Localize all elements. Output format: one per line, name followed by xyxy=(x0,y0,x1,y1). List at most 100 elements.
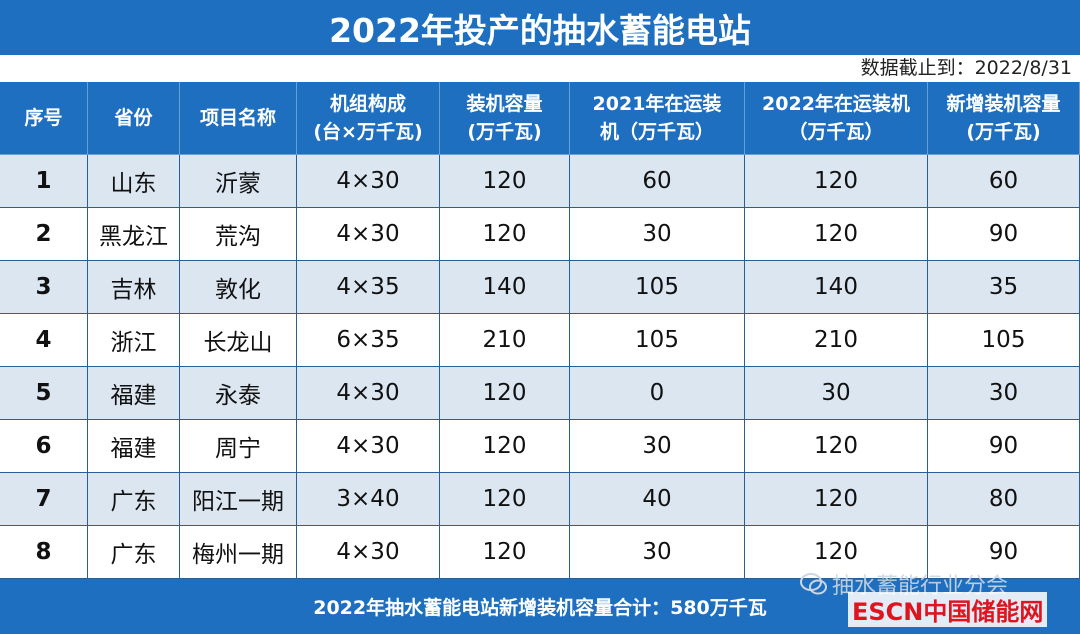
table-cell: 40 xyxy=(570,473,745,526)
header-text: 项目名称 xyxy=(199,107,276,129)
table-cell: 4×30 xyxy=(297,367,440,420)
table-cell: 120 xyxy=(745,155,928,208)
header-cell: 序号 xyxy=(0,82,88,155)
table-cell: 4 xyxy=(0,314,88,367)
header-cell: 2022年在运装机 （万千瓦） xyxy=(745,82,928,155)
table-cell: 4×35 xyxy=(297,261,440,314)
header-cell: 机组构成 (台×万千瓦) xyxy=(297,82,440,155)
table-cell: 永泰 xyxy=(180,367,297,420)
table-cell: 80 xyxy=(928,473,1080,526)
header-text: (万千瓦) xyxy=(467,121,542,143)
header-text: 省份 xyxy=(114,107,153,129)
table-cell: 4×30 xyxy=(297,208,440,261)
table-cell: 120 xyxy=(440,208,570,261)
table-cell: 210 xyxy=(440,314,570,367)
header-text: 新增装机容量 xyxy=(946,93,1061,115)
table-cell: 吉林 xyxy=(88,261,180,314)
watermark-logo: ESCN中国储能网 xyxy=(848,592,1048,627)
table-cell: 30 xyxy=(570,526,745,579)
table-cell: 90 xyxy=(928,208,1080,261)
header-text: 机（万千瓦） xyxy=(599,121,714,143)
row-bg xyxy=(0,314,1080,367)
header-cell: 2021年在运装 机（万千瓦） xyxy=(570,82,745,155)
header-text: （万千瓦） xyxy=(788,121,884,143)
table-cell: 广东 xyxy=(88,473,180,526)
table-cell: 30 xyxy=(928,367,1080,420)
table-cell: 周宁 xyxy=(180,420,297,473)
table-cell: 35 xyxy=(928,261,1080,314)
table-cell: 广东 xyxy=(88,526,180,579)
table-cell: 3×40 xyxy=(297,473,440,526)
table-cell: 8 xyxy=(0,526,88,579)
table-cell: 3 xyxy=(0,261,88,314)
table-cell: 105 xyxy=(570,314,745,367)
table-cell: 90 xyxy=(928,420,1080,473)
row-bg xyxy=(0,261,1080,314)
table-cell: 120 xyxy=(745,526,928,579)
title: 2022年投产的抽水蓄能电站 xyxy=(0,0,1080,55)
table-cell: 60 xyxy=(570,155,745,208)
table-cell: 30 xyxy=(570,208,745,261)
table-cell: 30 xyxy=(570,420,745,473)
date-note: 数据截止到：2022/8/31 xyxy=(860,57,1072,79)
table-cell: 0 xyxy=(570,367,745,420)
table-cell: 120 xyxy=(745,208,928,261)
table-cell: 福建 xyxy=(88,420,180,473)
row-bg xyxy=(0,367,1080,420)
table-cell: 6×35 xyxy=(297,314,440,367)
table-cell: 140 xyxy=(745,261,928,314)
row-bg xyxy=(0,420,1080,473)
header-text: (万千瓦) xyxy=(966,121,1041,143)
header-text: 2021年在运装 xyxy=(592,93,722,115)
header-cell: 省份 xyxy=(88,82,180,155)
row-bg xyxy=(0,208,1080,261)
header-bar xyxy=(0,82,1080,155)
table-cell: 4×30 xyxy=(297,420,440,473)
table-cell: 60 xyxy=(928,155,1080,208)
header-cell: 新增装机容量 (万千瓦) xyxy=(928,82,1080,155)
header-text: 序号 xyxy=(24,107,63,129)
table-cell: 1 xyxy=(0,155,88,208)
table-cell: 阳江一期 xyxy=(180,473,297,526)
header-text: 2022年在运装机 xyxy=(762,93,910,115)
row-bg xyxy=(0,155,1080,208)
table-cell: 120 xyxy=(745,473,928,526)
table-cell: 长龙山 xyxy=(180,314,297,367)
row-bg xyxy=(0,473,1080,526)
row-bg xyxy=(0,526,1080,579)
table-cell: 6 xyxy=(0,420,88,473)
table-cell: 福建 xyxy=(88,367,180,420)
table-cell: 荒沟 xyxy=(180,208,297,261)
header-cell: 项目名称 xyxy=(180,82,297,155)
table-cell: 山东 xyxy=(88,155,180,208)
watermark-site: 中国储能网 xyxy=(923,598,1044,626)
table-cell: 7 xyxy=(0,473,88,526)
table-cell: 120 xyxy=(440,155,570,208)
table-cell: 105 xyxy=(928,314,1080,367)
table-cell: 140 xyxy=(440,261,570,314)
header-text: 装机容量 xyxy=(466,93,543,115)
table-cell: 黑龙江 xyxy=(88,208,180,261)
table-cell: 4×30 xyxy=(297,526,440,579)
header-text: (台×万千瓦) xyxy=(313,121,423,143)
table-cell: 120 xyxy=(745,420,928,473)
table-cell: 浙江 xyxy=(88,314,180,367)
table-cell: 沂蒙 xyxy=(180,155,297,208)
table-cell: 120 xyxy=(440,473,570,526)
table-cell: 5 xyxy=(0,367,88,420)
table-cell: 210 xyxy=(745,314,928,367)
table-cell: 4×30 xyxy=(297,155,440,208)
wechat-icon xyxy=(800,573,827,595)
watermark-brand: ESCN xyxy=(852,598,924,626)
table-cell: 105 xyxy=(570,261,745,314)
table-cell: 敦化 xyxy=(180,261,297,314)
table-cell: 120 xyxy=(440,526,570,579)
table-cell: 120 xyxy=(440,420,570,473)
table-cell: 30 xyxy=(745,367,928,420)
footer-total: 2022年抽水蓄能电站新增装机容量合计：580万千瓦 xyxy=(313,597,767,619)
table-cell: 梅州一期 xyxy=(180,526,297,579)
header-text: 机组构成 xyxy=(329,93,406,115)
table-cell: 120 xyxy=(440,367,570,420)
header-cell: 装机容量 (万千瓦) xyxy=(440,82,570,155)
